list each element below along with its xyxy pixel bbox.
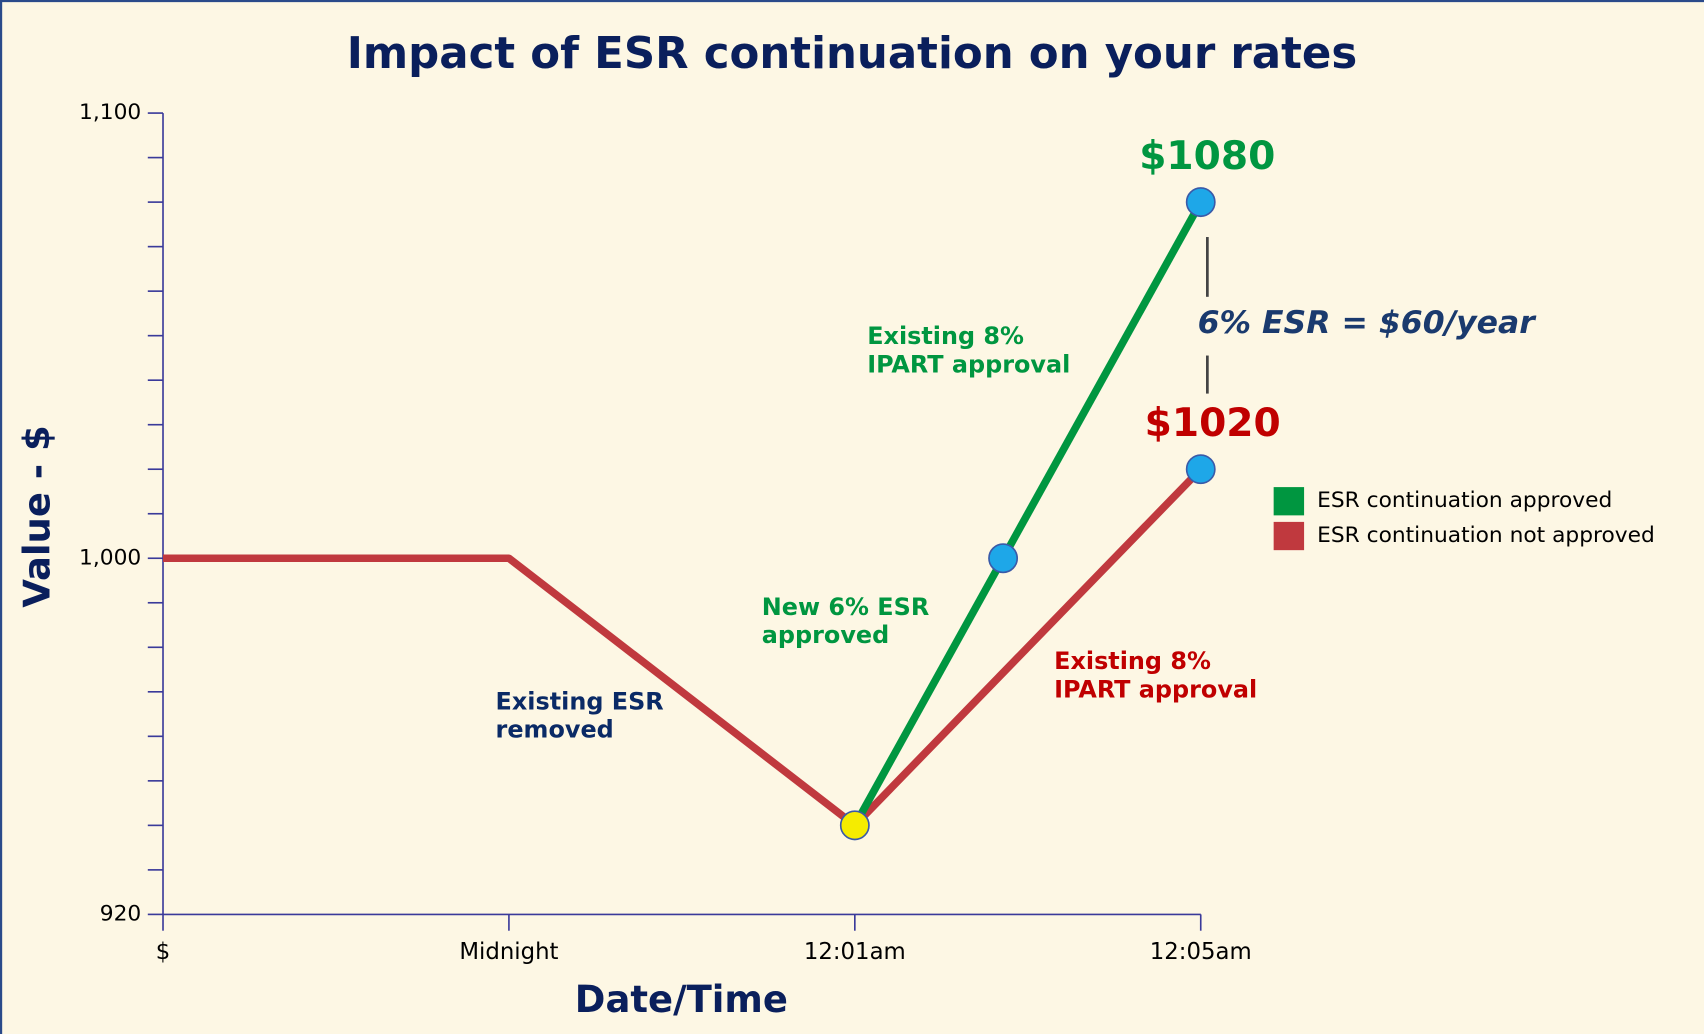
y-tick-label: 920 (100, 901, 141, 926)
x-axis-label: Date/Time (575, 978, 788, 1021)
x-tick-label: 12:05am (1150, 939, 1252, 965)
annotation: removed (496, 716, 614, 744)
annotation: IPART approval (867, 350, 1070, 378)
point-marker (1185, 187, 1216, 218)
y-axis-label: Value - $ (16, 425, 59, 607)
point-marker (839, 810, 870, 841)
legend-swatch (1273, 521, 1305, 551)
annotation: Existing 8% (867, 322, 1024, 350)
point-marker (1185, 454, 1216, 485)
legend-label: ESR continuation approved (1317, 488, 1612, 513)
x-tick-label: $ (156, 939, 171, 965)
legend-label: ESR continuation not approved (1317, 523, 1655, 548)
annotation: New 6% ESR (762, 593, 929, 621)
x-tick-label: 12:01am (804, 939, 906, 965)
chart-title: Impact of ESR continuation on your rates (347, 29, 1358, 79)
series-line (163, 466, 1204, 830)
y-tick-label: 1,000 (79, 545, 141, 570)
y-tick-label: 1,100 (79, 100, 141, 125)
point-marker (988, 543, 1019, 574)
annotation: Existing ESR (496, 687, 664, 715)
annotation: approved (762, 621, 889, 649)
data-label: $1020 (1145, 401, 1281, 446)
data-label: $1080 (1139, 134, 1275, 179)
legend-swatch (1273, 487, 1305, 516)
annotation: IPART approval (1054, 675, 1257, 703)
annotation: 6% ESR = $60/year (1198, 305, 1538, 341)
series-line (851, 200, 1205, 828)
x-tick-label: Midnight (459, 939, 558, 965)
annotation: Existing 8% (1054, 647, 1211, 675)
